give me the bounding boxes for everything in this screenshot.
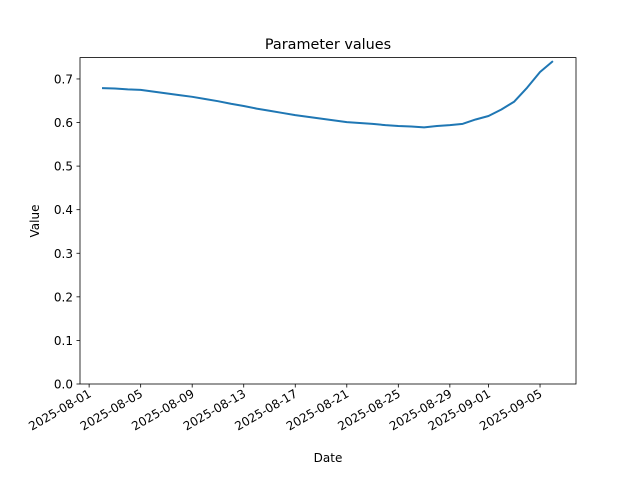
y-tick-label: 0.2 (54, 290, 73, 304)
y-tick-label: 0.0 (54, 378, 73, 392)
y-tick-label: 0.1 (54, 334, 73, 348)
y-axis-label: Value (28, 205, 42, 238)
plot-frame (79, 57, 577, 385)
y-tick-label: 0.7 (54, 72, 73, 86)
chart-title: Parameter values (265, 37, 391, 53)
y-tick-label: 0.6 (54, 116, 73, 130)
x-axis-label: Date (314, 451, 343, 465)
data-line (101, 60, 554, 129)
y-tick-label: 0.5 (54, 160, 73, 174)
y-tick-label: 0.4 (54, 203, 73, 217)
y-tick-label: 0.3 (54, 247, 73, 261)
